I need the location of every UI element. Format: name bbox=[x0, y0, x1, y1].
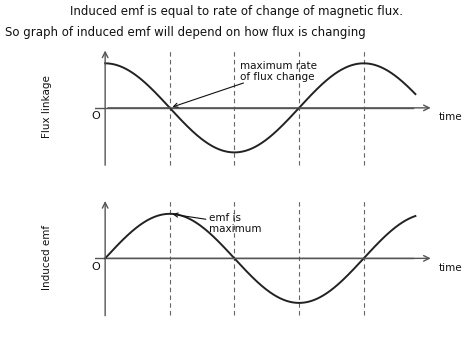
Text: O: O bbox=[91, 111, 100, 121]
Text: Induced emf: Induced emf bbox=[42, 225, 52, 290]
Text: Induced emf is equal to rate of change of magnetic flux.: Induced emf is equal to rate of change o… bbox=[71, 5, 403, 18]
Text: time: time bbox=[438, 112, 462, 122]
Text: O: O bbox=[91, 262, 100, 272]
Text: maximum rate
of flux change: maximum rate of flux change bbox=[173, 61, 317, 107]
Text: time: time bbox=[438, 263, 462, 273]
Text: emf is
maximum: emf is maximum bbox=[174, 213, 261, 234]
Text: So graph of induced emf will depend on how flux is changing: So graph of induced emf will depend on h… bbox=[5, 26, 365, 39]
Text: Flux linkage: Flux linkage bbox=[42, 75, 52, 138]
